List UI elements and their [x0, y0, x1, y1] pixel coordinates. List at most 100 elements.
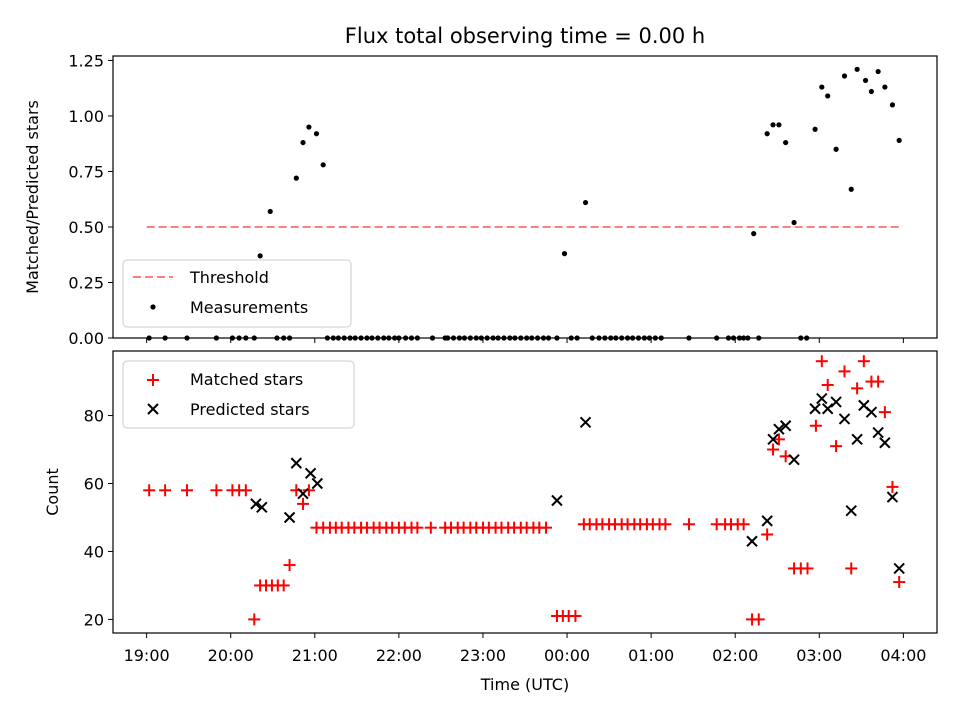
measurement-point — [882, 84, 888, 90]
measurement-point — [582, 199, 589, 206]
matched-point — [302, 484, 315, 497]
measurement-point — [848, 186, 854, 192]
top-y-tick-label: 0.75 — [68, 162, 104, 181]
matched-point — [830, 440, 843, 453]
bottom-y-axis-label: Count — [43, 468, 62, 516]
matched-point — [761, 528, 774, 541]
predicted-point — [830, 396, 842, 408]
matched-point — [821, 378, 834, 391]
matched-point — [845, 562, 858, 575]
x-tick-label: 02:00 — [712, 646, 758, 665]
measurement-point — [889, 102, 896, 108]
predicted-point — [250, 498, 262, 510]
measurement-point — [561, 251, 568, 257]
x-tick-label: 04:00 — [880, 646, 926, 665]
legend-measurements-swatch — [150, 304, 156, 310]
top-axes-frame — [112, 55, 938, 339]
measurement-point — [751, 231, 757, 237]
bottom-legend-box — [122, 360, 355, 429]
matched-point — [752, 613, 765, 626]
bottom-axes: 20 40 60 80 19:00 20:00 21:00 22:00 23:00 00:00 0… — [43, 350, 938, 694]
matched-point — [540, 521, 553, 534]
matched-point — [801, 562, 814, 575]
measurement-point — [833, 146, 839, 152]
measurement-point — [841, 73, 848, 79]
predicted-point — [816, 392, 828, 405]
legend-predicted-swatch — [147, 403, 159, 415]
top-y-tick-label: 0.00 — [68, 329, 104, 348]
measurement-point — [783, 139, 789, 146]
matched-point — [767, 443, 780, 456]
matched-point — [297, 497, 310, 510]
matched-point — [277, 579, 290, 592]
top-legend: Threshold Measurements — [122, 259, 352, 328]
x-tick-label: 00:00 — [544, 646, 590, 665]
predicted-point — [297, 487, 309, 500]
measurement-point — [825, 93, 831, 99]
measurement-point — [868, 88, 875, 95]
matched-point — [872, 375, 885, 388]
top-y-tick-label: 0.50 — [68, 218, 104, 237]
matched-point — [772, 433, 785, 446]
matched-point — [180, 484, 193, 497]
measurement-point — [875, 68, 881, 75]
predicted-point — [886, 491, 899, 503]
predicted-point — [283, 511, 296, 524]
legend-threshold-label: Threshold — [189, 268, 269, 287]
predicted-point — [311, 477, 324, 490]
top-legend-box — [122, 259, 352, 328]
predicted-point — [304, 467, 317, 480]
x-tick-label: 03:00 — [796, 646, 842, 665]
measurement-point — [293, 175, 299, 181]
matched-point — [857, 355, 870, 368]
bottom-plot-area — [143, 355, 906, 626]
legend-predicted-label: Predicted stars — [190, 400, 310, 419]
matched-point — [737, 518, 750, 531]
matched-point — [424, 521, 437, 534]
bottom-y-tick-label: 20 — [84, 610, 104, 629]
predicted-point — [761, 515, 773, 527]
x-tick-label: 01:00 — [628, 646, 674, 665]
predicted-point — [779, 420, 792, 432]
x-tick-label: 23:00 — [460, 646, 506, 665]
matched-point — [851, 382, 864, 395]
measurement-point — [791, 219, 797, 226]
bottom-x-ticks: 19:00 20:00 21:00 22:00 23:00 00:00 01:00 02:00… — [124, 633, 926, 665]
x-axis-label: Time (UTC) — [480, 675, 569, 694]
predicted-point — [551, 494, 563, 507]
legend-matched-label: Matched stars — [190, 370, 303, 389]
matched-point — [878, 406, 891, 419]
measurement-point — [267, 208, 273, 215]
matched-point — [893, 576, 906, 589]
predicted-point — [290, 457, 303, 469]
bottom-legend: Matched stars Predicted stars — [122, 360, 355, 429]
legend-measurements-label: Measurements — [190, 298, 308, 317]
matched-point — [886, 480, 899, 493]
x-tick-label: 20:00 — [208, 646, 254, 665]
measurement-point — [862, 77, 869, 84]
matched-point — [283, 559, 296, 572]
top-y-tick-label: 0.25 — [68, 273, 104, 292]
matched-point — [143, 484, 156, 497]
predicted-point — [872, 426, 884, 439]
predicted-point — [788, 454, 800, 466]
measurement-point — [764, 131, 770, 137]
measurement-point — [896, 137, 902, 143]
top-axes: 0.00 0.25 0.50 0.75 1.00 1.25 Matched/Predict… — [23, 51, 938, 348]
bottom-y-tick-label: 80 — [84, 407, 104, 426]
top-y-tick-label: 1.25 — [68, 51, 104, 70]
top-y-ticks: 0.00 0.25 0.50 0.75 1.00 1.25 — [68, 51, 113, 348]
matched-point — [815, 355, 828, 368]
predicted-point — [773, 423, 785, 435]
measurement-point — [257, 253, 263, 259]
matched-point — [809, 419, 822, 432]
bottom-y-ticks: 20 40 60 80 — [84, 407, 113, 629]
predicted-point — [256, 501, 268, 513]
x-tick-label: 21:00 — [292, 646, 338, 665]
predicted-point — [821, 403, 834, 415]
predicted-point — [767, 433, 779, 446]
predicted-point — [845, 504, 857, 517]
legend-matched-swatch — [147, 374, 159, 386]
matched-point — [569, 610, 582, 623]
matched-point — [159, 484, 172, 497]
